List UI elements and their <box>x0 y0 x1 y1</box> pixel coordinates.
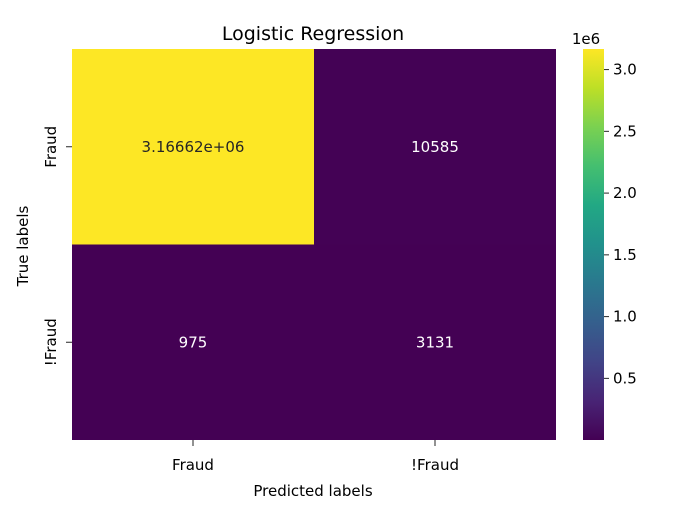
heatmap-cells <box>72 49 556 440</box>
heatmap-cell-label-r0-c1: 10585 <box>411 138 459 156</box>
heatmap-cell-label-r1-c0: 975 <box>179 333 208 351</box>
heatmap-cell-r1-c0 <box>72 244 314 440</box>
y-tick-label-0: Fraud <box>42 126 60 168</box>
chart-title: Logistic Regression <box>222 23 404 45</box>
colorbar-tick-label-4: 2.5 <box>613 122 637 140</box>
x-tick-label-1: !Fraud <box>411 456 459 474</box>
colorbar-tick-label-0: 0.5 <box>613 369 637 387</box>
heatmap-cell-labels: 3.16662e+06 10585 975 3131 <box>142 138 459 352</box>
x-axis-ticks: Fraud !Fraud <box>172 440 459 474</box>
x-tick-label-0: Fraud <box>172 456 214 474</box>
y-tick-label-1: !Fraud <box>42 318 60 366</box>
colorbar <box>583 49 604 440</box>
y-axis-ticks: Fraud !Fraud <box>42 126 72 366</box>
heatmap-cell-r0-c0 <box>72 49 314 245</box>
colorbar-tick-label-1: 1.0 <box>613 308 637 326</box>
colorbar-tick-label-5: 3.0 <box>613 61 637 79</box>
heatmap-cell-r0-c1 <box>314 49 556 245</box>
colorbar-tick-label-2: 1.5 <box>613 246 637 264</box>
colorbar-multiplier-label: 1e6 <box>572 30 600 48</box>
colorbar-tick-label-3: 2.0 <box>613 184 637 202</box>
y-axis-label: True labels <box>14 205 32 287</box>
heatmap-cell-label-r0-c0: 3.16662e+06 <box>142 138 245 156</box>
x-axis-label: Predicted labels <box>253 482 372 500</box>
heatmap-cell-r1-c1 <box>314 244 556 440</box>
heatmap-cell-label-r1-c1: 3131 <box>416 333 454 351</box>
colorbar-ticks: 0.5 1.0 1.5 2.0 2.5 3.0 <box>604 61 637 387</box>
